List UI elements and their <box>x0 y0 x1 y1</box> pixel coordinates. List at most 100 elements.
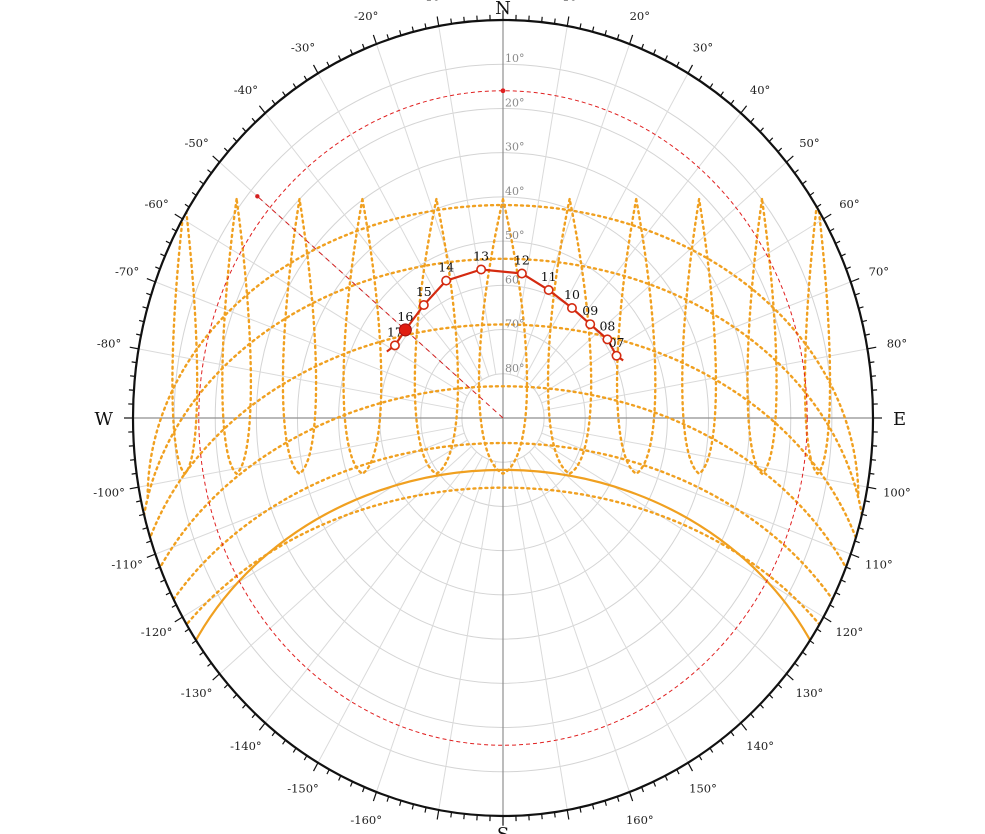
ring-tick <box>719 739 724 745</box>
ring-tick <box>129 459 136 461</box>
analemma-arc <box>133 384 873 698</box>
hour-label: 17 <box>387 324 403 339</box>
azimuth-gridline <box>264 451 477 724</box>
ring-tick <box>541 16 543 23</box>
ring-tick <box>816 203 822 208</box>
ring-tick <box>809 640 815 645</box>
ring-tick <box>628 791 634 802</box>
ring-tick <box>165 591 171 596</box>
ring-tick <box>664 55 668 61</box>
sun-direction-line <box>257 195 504 419</box>
ring-tick <box>867 486 877 490</box>
ring-tick <box>579 807 582 813</box>
ring-tick <box>411 804 415 810</box>
ring-tick <box>858 527 864 530</box>
azimuth-tick-label: 160° <box>626 813 654 827</box>
ring-tick <box>146 553 156 558</box>
ring-tick <box>641 786 645 793</box>
ring-tick <box>411 26 415 32</box>
cardinal-south: S <box>497 824 509 834</box>
azimuth-gridline <box>523 456 689 763</box>
hour-label: 08 <box>599 318 615 333</box>
azimuth-gridline <box>534 446 787 675</box>
ring-tick <box>687 64 694 74</box>
ring-tick <box>258 722 266 731</box>
azimuth-tick-label: 140° <box>746 739 774 753</box>
hour-loop <box>477 197 529 476</box>
ring-tick <box>146 540 152 544</box>
azimuth-gridline <box>509 461 568 811</box>
azimuth-tick-label: 170° <box>559 832 587 834</box>
ring-tick <box>146 292 152 296</box>
ring-tick <box>864 333 870 336</box>
ring-tick <box>730 731 735 737</box>
ring-tick <box>850 278 860 283</box>
ring-tick <box>816 628 822 633</box>
ring-tick <box>292 83 297 89</box>
ring-tick <box>160 253 166 257</box>
azimuth-tick-label: 130° <box>796 686 824 700</box>
ring-tick <box>768 694 774 699</box>
analemma-arc <box>139 257 867 559</box>
azimuth-gridline <box>538 218 824 397</box>
ring-tick <box>840 579 846 583</box>
hour-marker-14 <box>441 275 452 286</box>
azimuth-gridline <box>516 459 631 793</box>
hour-loop <box>221 197 253 476</box>
ring-tick <box>854 292 860 296</box>
ring-tick <box>424 807 427 813</box>
azimuth-gridline <box>523 73 689 380</box>
ring-tick <box>835 240 841 245</box>
azimuth-tick-label: -80° <box>97 337 121 351</box>
ring-tick <box>212 155 220 163</box>
ring-tick <box>777 683 783 689</box>
azimuth-tick-label: -10° <box>421 0 445 4</box>
ring-tick <box>326 769 330 775</box>
azimuth-tick-label: -150° <box>287 782 319 796</box>
ring-tick <box>750 713 755 719</box>
hour-loop <box>281 197 318 476</box>
hour-marker-09 <box>585 319 596 330</box>
hour-marker-07 <box>611 350 622 361</box>
ring-tick <box>730 99 735 105</box>
ring-tick <box>191 191 197 196</box>
altitude-label: 80° <box>505 362 525 375</box>
ring-tick <box>566 16 570 27</box>
hour-label: 15 <box>416 284 432 299</box>
hour-loop <box>342 197 383 476</box>
ring-tick <box>870 459 877 461</box>
hour-label: 12 <box>514 252 530 267</box>
ring-tick <box>136 333 142 336</box>
ring-tick <box>361 43 365 50</box>
ring-tick <box>604 30 607 36</box>
ring-tick <box>184 203 190 208</box>
ring-tick <box>450 812 453 818</box>
ring-tick <box>801 180 807 185</box>
ring-tick <box>616 34 620 40</box>
sun-direction-end <box>255 194 260 199</box>
azimuth-tick-label: 60° <box>839 197 859 211</box>
hour-label: 11 <box>541 269 557 284</box>
ring-tick <box>232 137 238 142</box>
ring-tick <box>809 191 815 196</box>
ring-tick <box>258 105 266 114</box>
analemma-arc <box>146 203 860 499</box>
hour-label: 10 <box>564 287 580 302</box>
azimuth-tick-label: -40° <box>234 83 258 97</box>
ring-tick <box>652 781 657 787</box>
ring-tick <box>566 809 570 820</box>
ring-tick <box>165 240 171 245</box>
ring-tick <box>845 266 851 270</box>
ring-tick <box>136 500 142 503</box>
ring-tick <box>372 34 378 45</box>
ring-tick <box>338 55 342 61</box>
ring-tick <box>174 213 183 220</box>
ring-tick <box>829 228 835 232</box>
azimuth-gridline <box>138 425 463 488</box>
hour-loop <box>413 197 460 476</box>
azimuth-gridline <box>543 425 868 488</box>
ring-tick <box>740 722 748 731</box>
altitude-label: 30° <box>505 141 525 154</box>
ring-tick <box>840 253 846 257</box>
